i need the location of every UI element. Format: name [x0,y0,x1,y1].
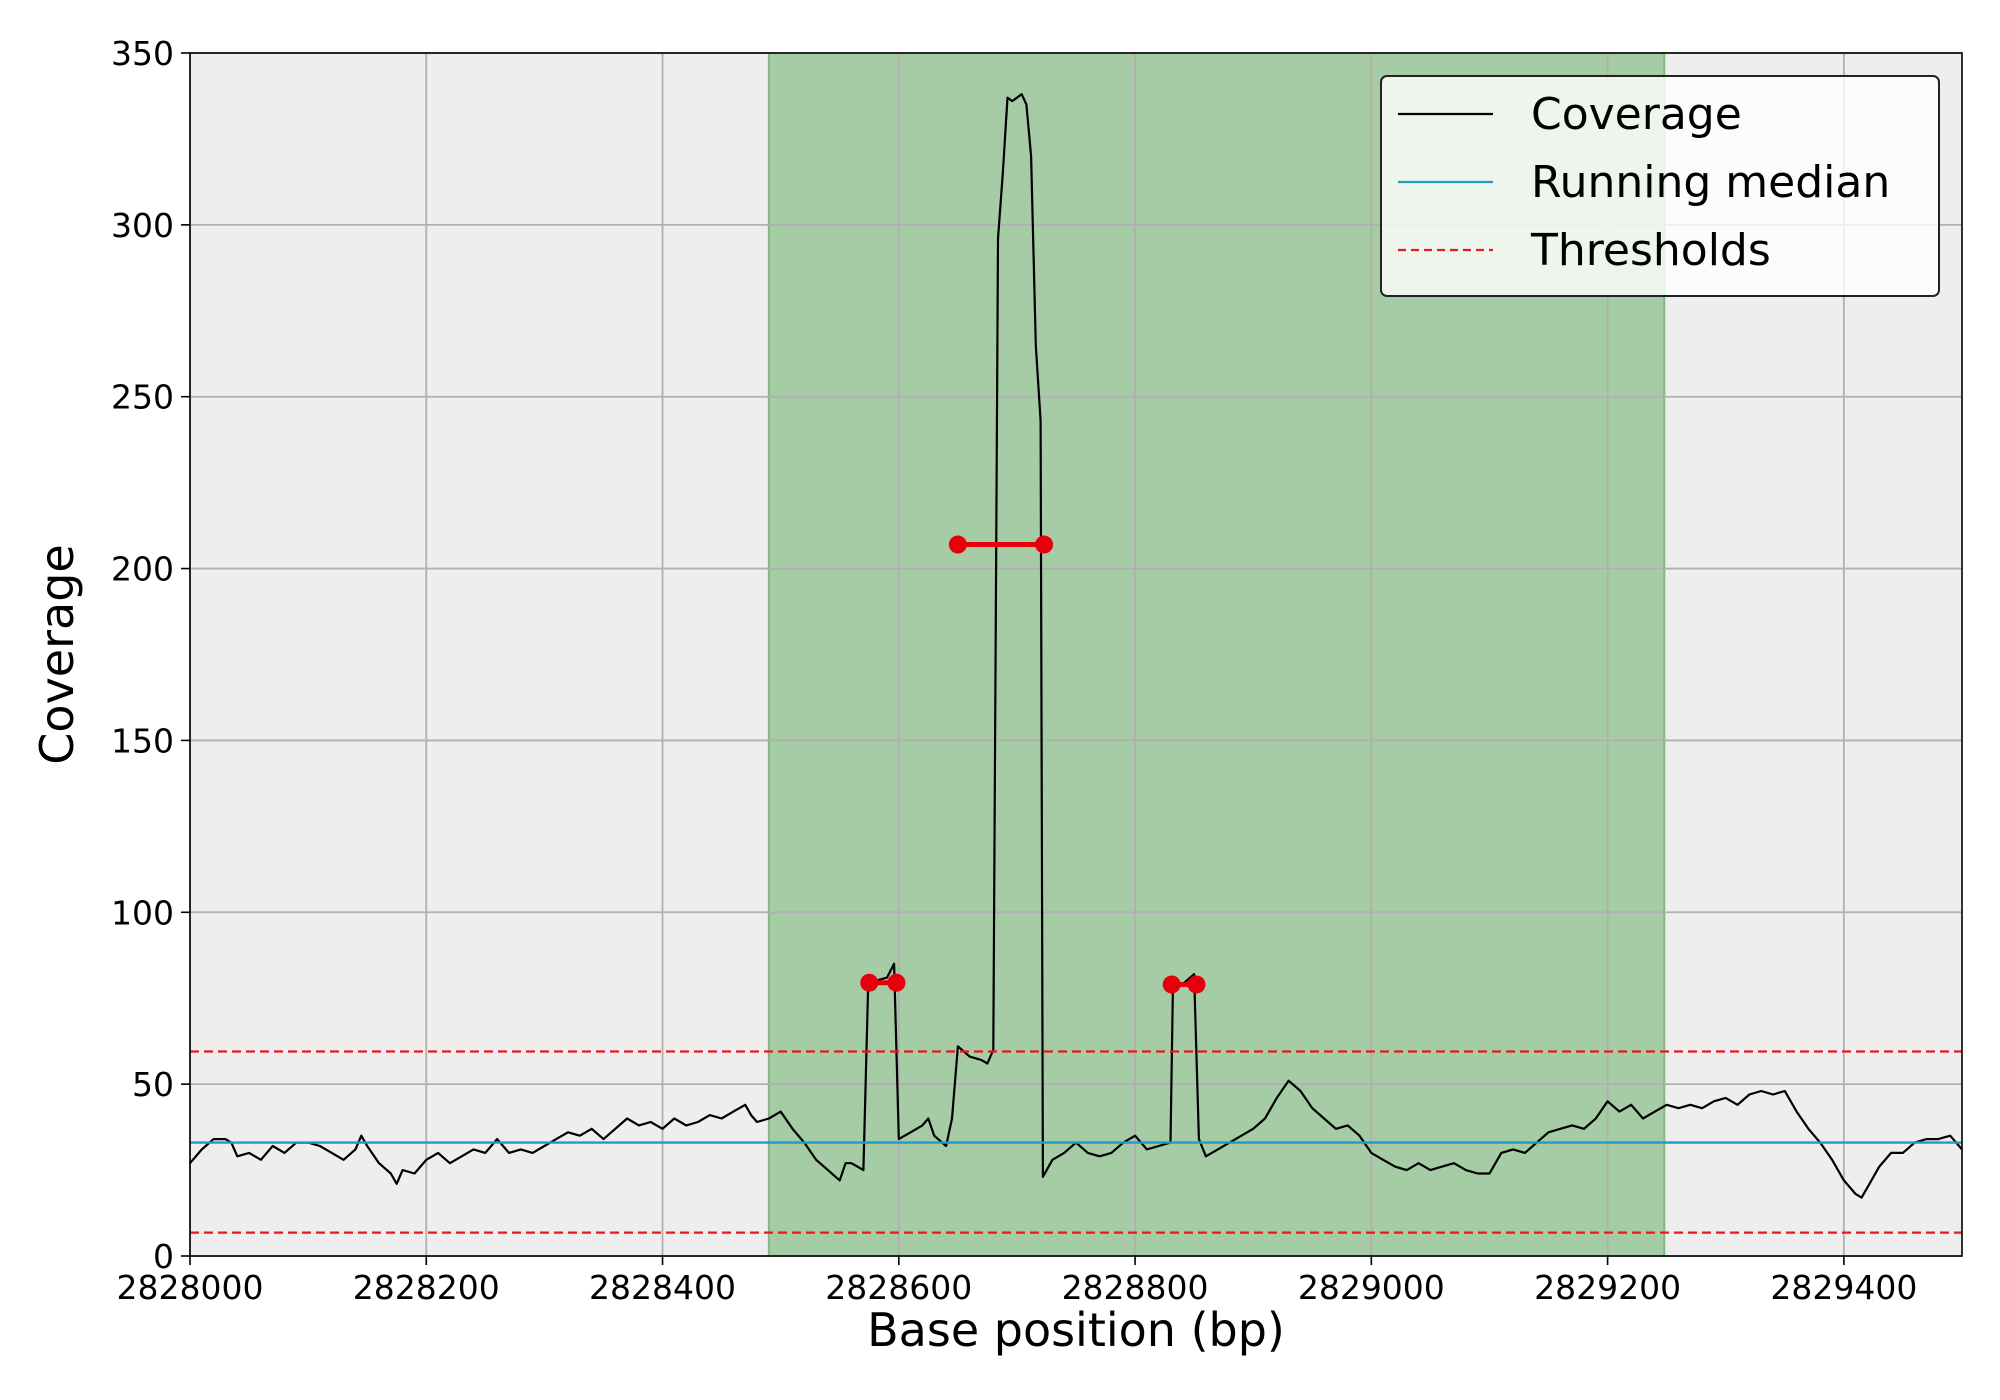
peak-marker-end [887,973,906,992]
legend-box [1380,75,1940,297]
legend-label: Thresholds [1530,225,1771,276]
peak-marker-start [1162,975,1181,994]
x-tick-label: 2829200 [1534,1268,1681,1307]
x-axis: 2828000 2828200 2828400 2828600 2828800 28290… [117,1256,1917,1307]
plot-frame [189,52,1963,1257]
y-tick-label: 350 [111,34,174,73]
x-tick-label: 2828000 [117,1268,264,1307]
peak-marker-start [948,535,967,554]
y-axis-label: Coverage [30,544,84,764]
legend: Coverage Running median Thresholds [1380,75,1940,297]
legend-label: Coverage [1531,89,1742,140]
peak-marker-start [860,973,879,992]
y-tick-label: 100 [111,893,174,932]
y-tick-label: 150 [111,721,174,760]
peak-marker-end [1187,975,1206,994]
x-tick-label: 2828600 [825,1268,972,1307]
y-tick-label: 50 [132,1065,174,1104]
marker-layer [860,535,1206,994]
x-tick-label: 2828400 [589,1268,736,1307]
y-tick-label: 300 [111,206,174,245]
y-tick-label: 0 [153,1237,174,1276]
y-axis: 0 50 100 150 200 250 300 350 [111,34,190,1276]
x-tick-label: 2829400 [1770,1268,1917,1307]
coverage-line [189,93,1963,1199]
legend-label: Running median [1531,157,1890,208]
x-tick-label: 2828200 [353,1268,500,1307]
y-tick-label: 250 [111,378,174,417]
y-tick-label: 200 [111,550,174,589]
x-tick-label: 2828800 [1062,1268,1209,1307]
peak-marker-end [1035,535,1054,554]
x-axis-label: Base position (bp) [867,1303,1285,1357]
x-tick-label: 2829000 [1298,1268,1445,1307]
series-layer [189,93,1963,1234]
